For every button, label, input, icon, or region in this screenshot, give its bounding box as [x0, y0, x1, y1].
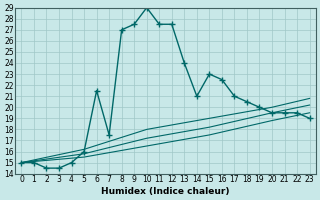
X-axis label: Humidex (Indice chaleur): Humidex (Indice chaleur): [101, 187, 230, 196]
